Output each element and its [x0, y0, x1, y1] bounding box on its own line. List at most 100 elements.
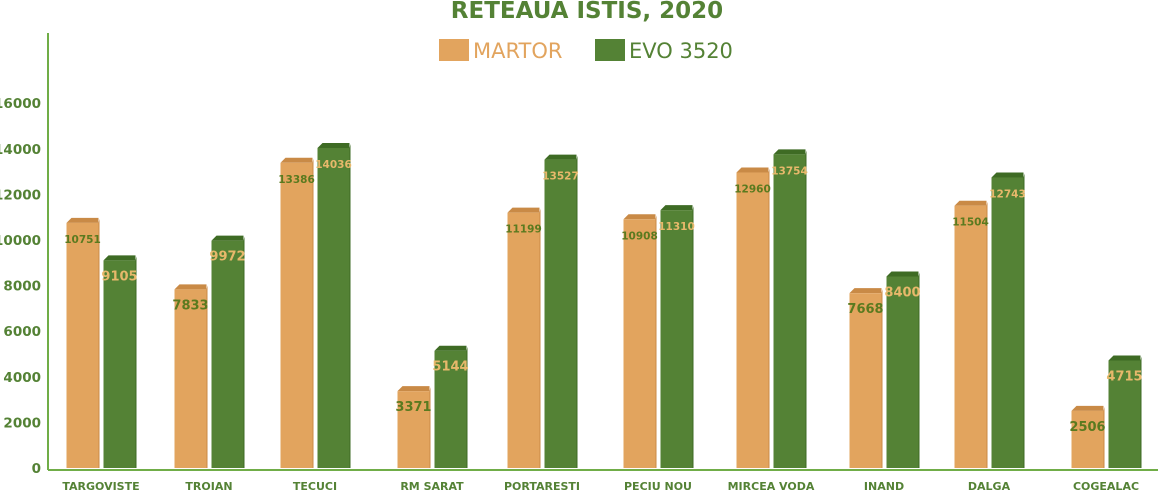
data-label: 11199: [505, 224, 542, 236]
y-axis-ticks: 0 2000 4000 6000 8000 10000 12000 14000 16000: [0, 96, 41, 477]
bar-top-face: [736, 167, 769, 173]
bar-evo-3520: 5144: [432, 345, 469, 468]
data-label: 12960: [734, 184, 771, 196]
bar-top-face: [886, 271, 919, 277]
data-label: 3371: [395, 400, 431, 415]
bar-side-face: [692, 206, 694, 468]
bar-top-face: [1108, 355, 1141, 361]
bar-front-face: [736, 172, 769, 468]
bar-side-face: [805, 150, 807, 468]
bar-side-face: [918, 272, 920, 468]
bar-side-face: [312, 158, 314, 468]
bar-top-face: [174, 284, 207, 290]
bar-top-face: [849, 288, 882, 294]
bar-front-face: [886, 276, 919, 468]
data-label: 9972: [209, 250, 245, 265]
bar-front-face: [103, 260, 136, 468]
bar-martor: 12960: [734, 167, 771, 468]
data-label: 13754: [771, 165, 808, 177]
bar-evo-3520: 11310: [658, 205, 695, 468]
x-category-label: PECIU NOU: [624, 480, 692, 491]
bar-side-face: [986, 201, 988, 468]
bar-evo-3520: 8400: [884, 271, 921, 468]
x-category-label: COGEALAC: [1073, 480, 1139, 491]
bar-side-face: [576, 155, 578, 468]
bar-top-face: [211, 235, 244, 241]
bar-martor: 3371: [395, 386, 432, 468]
legend-label-martor: MARTOR: [473, 39, 563, 63]
legend-label-evo-3520: EVO 3520: [629, 39, 733, 63]
bar-top-face: [434, 345, 467, 351]
bar-evo-3520: 9105: [101, 255, 138, 468]
bar-martor: 7668: [847, 288, 884, 468]
bar-front-face: [849, 293, 882, 468]
bar-front-face: [773, 154, 806, 468]
bar-top-face: [773, 149, 806, 155]
legend-swatch-evo-3520: [595, 39, 625, 61]
legend: MARTOR EVO 3520: [439, 39, 733, 63]
legend-item-evo-3520: EVO 3520: [595, 39, 733, 63]
bar-top-face: [66, 217, 99, 223]
legend-swatch-martor: [439, 39, 469, 61]
bar-evo-3520: 13527: [542, 154, 579, 468]
bar-martor: 10908: [621, 214, 658, 468]
y-tick-label: 14000: [0, 142, 41, 158]
bar-top-face: [280, 157, 313, 163]
bar-side-face: [1023, 173, 1025, 468]
data-label: 11504: [952, 217, 989, 229]
data-label: 10908: [621, 230, 658, 242]
y-tick-label: 0: [32, 461, 41, 477]
bar-front-face: [1071, 410, 1104, 468]
bar-side-face: [655, 215, 657, 468]
bar-side-face: [881, 289, 883, 468]
bar-side-face: [1103, 406, 1105, 468]
y-tick-label: 6000: [3, 324, 41, 340]
x-category-label: PORTARESTI: [504, 480, 580, 491]
y-tick-label: 16000: [0, 96, 41, 112]
bar-side-face: [98, 218, 100, 468]
bar-top-face: [397, 386, 430, 392]
y-tick-label: 8000: [3, 279, 41, 295]
x-category-label: INAND: [864, 480, 904, 491]
bar-front-face: [544, 159, 577, 468]
bar-front-face: [991, 177, 1024, 468]
y-tick-label: 4000: [3, 370, 41, 386]
y-tick-label: 10000: [0, 233, 41, 249]
bar-front-face: [66, 222, 99, 468]
bar-top-face: [507, 207, 540, 213]
bar-top-face: [991, 172, 1024, 178]
bar-top-face: [623, 214, 656, 220]
data-label: 8400: [884, 285, 920, 300]
bar-front-face: [211, 240, 244, 468]
bar-martor: 13386: [278, 157, 315, 468]
bar-side-face: [135, 256, 137, 468]
bar-side-face: [429, 387, 431, 468]
x-category-label: TARGOVISTE: [62, 480, 139, 491]
data-label: 13386: [278, 174, 315, 186]
bar-front-face: [507, 212, 540, 468]
bar-top-face: [544, 154, 577, 160]
data-label: 12743: [989, 188, 1026, 200]
data-label: 11310: [658, 221, 695, 233]
bar-top-face: [660, 205, 693, 211]
bar-side-face: [349, 143, 351, 469]
bar-front-face: [660, 210, 693, 468]
x-category-label: TROIAN: [185, 480, 232, 491]
x-category-label: TECUCI: [293, 480, 337, 491]
data-label: 2506: [1069, 420, 1105, 435]
bar-front-face: [434, 350, 467, 468]
data-label: 14036: [315, 159, 352, 171]
bar-front-face: [954, 205, 987, 468]
bar-martor: 11199: [505, 207, 542, 469]
x-axis-categories: TARGOVISTE TROIAN TECUCI RM SARAT PORTARESTI…: [62, 480, 1139, 491]
bar-martor: 11504: [952, 200, 989, 468]
bar-side-face: [768, 168, 770, 468]
x-category-label: DALGA: [968, 480, 1011, 491]
bar-front-face: [1108, 360, 1141, 468]
bar-side-face: [466, 346, 468, 468]
bar-front-face: [317, 147, 350, 469]
bar-side-face: [243, 236, 245, 468]
bar-evo-3520: 13754: [771, 149, 808, 468]
bar-top-face: [317, 142, 350, 148]
